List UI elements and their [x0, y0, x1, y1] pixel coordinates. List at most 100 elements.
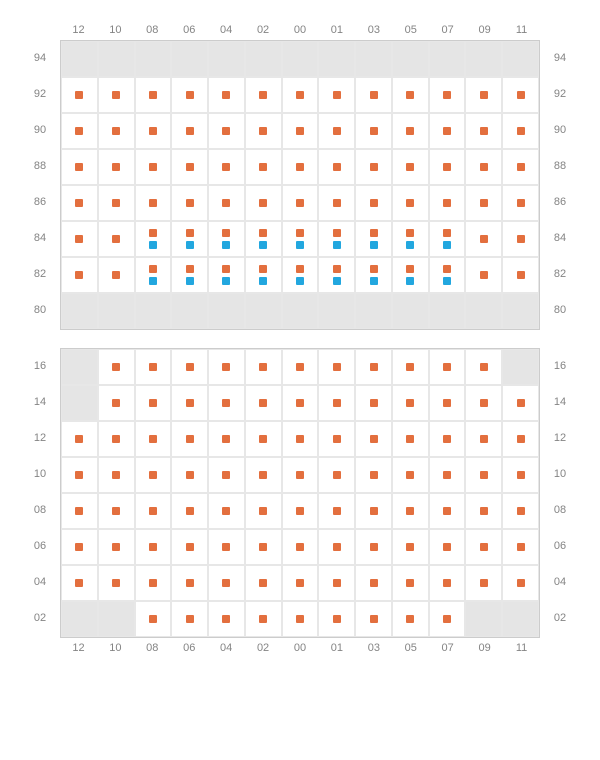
- seat-cell[interactable]: [465, 185, 502, 221]
- seat-cell[interactable]: [208, 421, 245, 457]
- seat-cell[interactable]: [429, 257, 466, 293]
- seat-cell[interactable]: [282, 601, 319, 637]
- seat-cell[interactable]: [245, 77, 282, 113]
- seat-cell[interactable]: [282, 185, 319, 221]
- seat-cell[interactable]: [355, 385, 392, 421]
- seat-cell[interactable]: [135, 421, 172, 457]
- seat-cell[interactable]: [318, 565, 355, 601]
- seat-cell[interactable]: [429, 77, 466, 113]
- seat-cell[interactable]: [429, 385, 466, 421]
- seat-cell[interactable]: [282, 77, 319, 113]
- seat-cell[interactable]: [61, 113, 98, 149]
- seat-cell[interactable]: [465, 113, 502, 149]
- seat-cell[interactable]: [208, 349, 245, 385]
- seat-cell[interactable]: [318, 149, 355, 185]
- seat-cell[interactable]: [61, 565, 98, 601]
- seat-cell[interactable]: [355, 601, 392, 637]
- seat-cell[interactable]: [171, 421, 208, 457]
- seat-cell[interactable]: [282, 493, 319, 529]
- seat-cell[interactable]: [392, 529, 429, 565]
- seat-cell[interactable]: [171, 77, 208, 113]
- seat-cell[interactable]: [98, 185, 135, 221]
- seat-cell[interactable]: [392, 565, 429, 601]
- seat-cell[interactable]: [171, 349, 208, 385]
- seat-cell[interactable]: [208, 493, 245, 529]
- seat-cell[interactable]: [502, 221, 539, 257]
- seat-cell[interactable]: [98, 385, 135, 421]
- seat-cell[interactable]: [135, 349, 172, 385]
- seat-cell[interactable]: [245, 493, 282, 529]
- seat-cell[interactable]: [98, 149, 135, 185]
- seat-cell[interactable]: [98, 221, 135, 257]
- seat-cell[interactable]: [208, 565, 245, 601]
- seat-cell[interactable]: [208, 221, 245, 257]
- seat-cell[interactable]: [171, 221, 208, 257]
- seat-cell[interactable]: [355, 565, 392, 601]
- seat-cell[interactable]: [318, 257, 355, 293]
- seat-cell[interactable]: [465, 385, 502, 421]
- seat-cell[interactable]: [355, 149, 392, 185]
- seat-cell[interactable]: [392, 77, 429, 113]
- seat-cell[interactable]: [98, 565, 135, 601]
- seat-cell[interactable]: [355, 113, 392, 149]
- seat-cell[interactable]: [502, 257, 539, 293]
- seat-cell[interactable]: [465, 565, 502, 601]
- seat-cell[interactable]: [502, 385, 539, 421]
- seat-cell[interactable]: [392, 149, 429, 185]
- seat-cell[interactable]: [61, 493, 98, 529]
- seat-cell[interactable]: [355, 529, 392, 565]
- seat-cell[interactable]: [392, 601, 429, 637]
- seat-cell[interactable]: [465, 77, 502, 113]
- seat-cell[interactable]: [429, 601, 466, 637]
- seat-cell[interactable]: [355, 77, 392, 113]
- seat-cell[interactable]: [392, 113, 429, 149]
- seat-cell[interactable]: [208, 457, 245, 493]
- seat-cell[interactable]: [171, 565, 208, 601]
- seat-cell[interactable]: [465, 493, 502, 529]
- seat-cell[interactable]: [135, 529, 172, 565]
- seat-cell[interactable]: [318, 601, 355, 637]
- seat-cell[interactable]: [465, 257, 502, 293]
- seat-cell[interactable]: [392, 385, 429, 421]
- seat-cell[interactable]: [208, 529, 245, 565]
- seat-cell[interactable]: [355, 493, 392, 529]
- seat-cell[interactable]: [135, 385, 172, 421]
- seat-cell[interactable]: [135, 601, 172, 637]
- seat-cell[interactable]: [502, 421, 539, 457]
- seat-cell[interactable]: [282, 349, 319, 385]
- seat-cell[interactable]: [208, 77, 245, 113]
- seat-cell[interactable]: [135, 185, 172, 221]
- seat-cell[interactable]: [355, 221, 392, 257]
- seat-cell[interactable]: [429, 421, 466, 457]
- seat-cell[interactable]: [318, 113, 355, 149]
- seat-cell[interactable]: [282, 221, 319, 257]
- seat-cell[interactable]: [502, 529, 539, 565]
- seat-cell[interactable]: [98, 113, 135, 149]
- seat-cell[interactable]: [355, 185, 392, 221]
- seat-cell[interactable]: [318, 185, 355, 221]
- seat-cell[interactable]: [171, 385, 208, 421]
- seat-cell[interactable]: [245, 421, 282, 457]
- seat-cell[interactable]: [465, 221, 502, 257]
- seat-cell[interactable]: [355, 257, 392, 293]
- seat-cell[interactable]: [61, 221, 98, 257]
- seat-cell[interactable]: [61, 149, 98, 185]
- seat-cell[interactable]: [245, 349, 282, 385]
- seat-cell[interactable]: [98, 457, 135, 493]
- seat-cell[interactable]: [465, 457, 502, 493]
- seat-cell[interactable]: [355, 349, 392, 385]
- seat-cell[interactable]: [61, 185, 98, 221]
- seat-cell[interactable]: [429, 529, 466, 565]
- seat-cell[interactable]: [208, 385, 245, 421]
- seat-cell[interactable]: [208, 185, 245, 221]
- seat-cell[interactable]: [245, 529, 282, 565]
- seat-cell[interactable]: [245, 113, 282, 149]
- seat-cell[interactable]: [429, 113, 466, 149]
- seat-cell[interactable]: [502, 77, 539, 113]
- seat-cell[interactable]: [98, 493, 135, 529]
- seat-cell[interactable]: [171, 149, 208, 185]
- seat-cell[interactable]: [245, 565, 282, 601]
- seat-cell[interactable]: [171, 113, 208, 149]
- seat-cell[interactable]: [61, 77, 98, 113]
- seat-cell[interactable]: [502, 149, 539, 185]
